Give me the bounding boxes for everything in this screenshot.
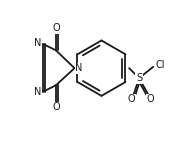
Text: O: O (52, 23, 60, 33)
Text: O: O (128, 94, 135, 104)
Text: O: O (52, 102, 60, 112)
Text: Cl: Cl (155, 60, 165, 70)
Text: N: N (34, 87, 41, 97)
Text: S: S (136, 73, 142, 83)
Text: N: N (75, 63, 83, 73)
Text: O: O (147, 94, 155, 104)
Text: N: N (34, 38, 41, 48)
